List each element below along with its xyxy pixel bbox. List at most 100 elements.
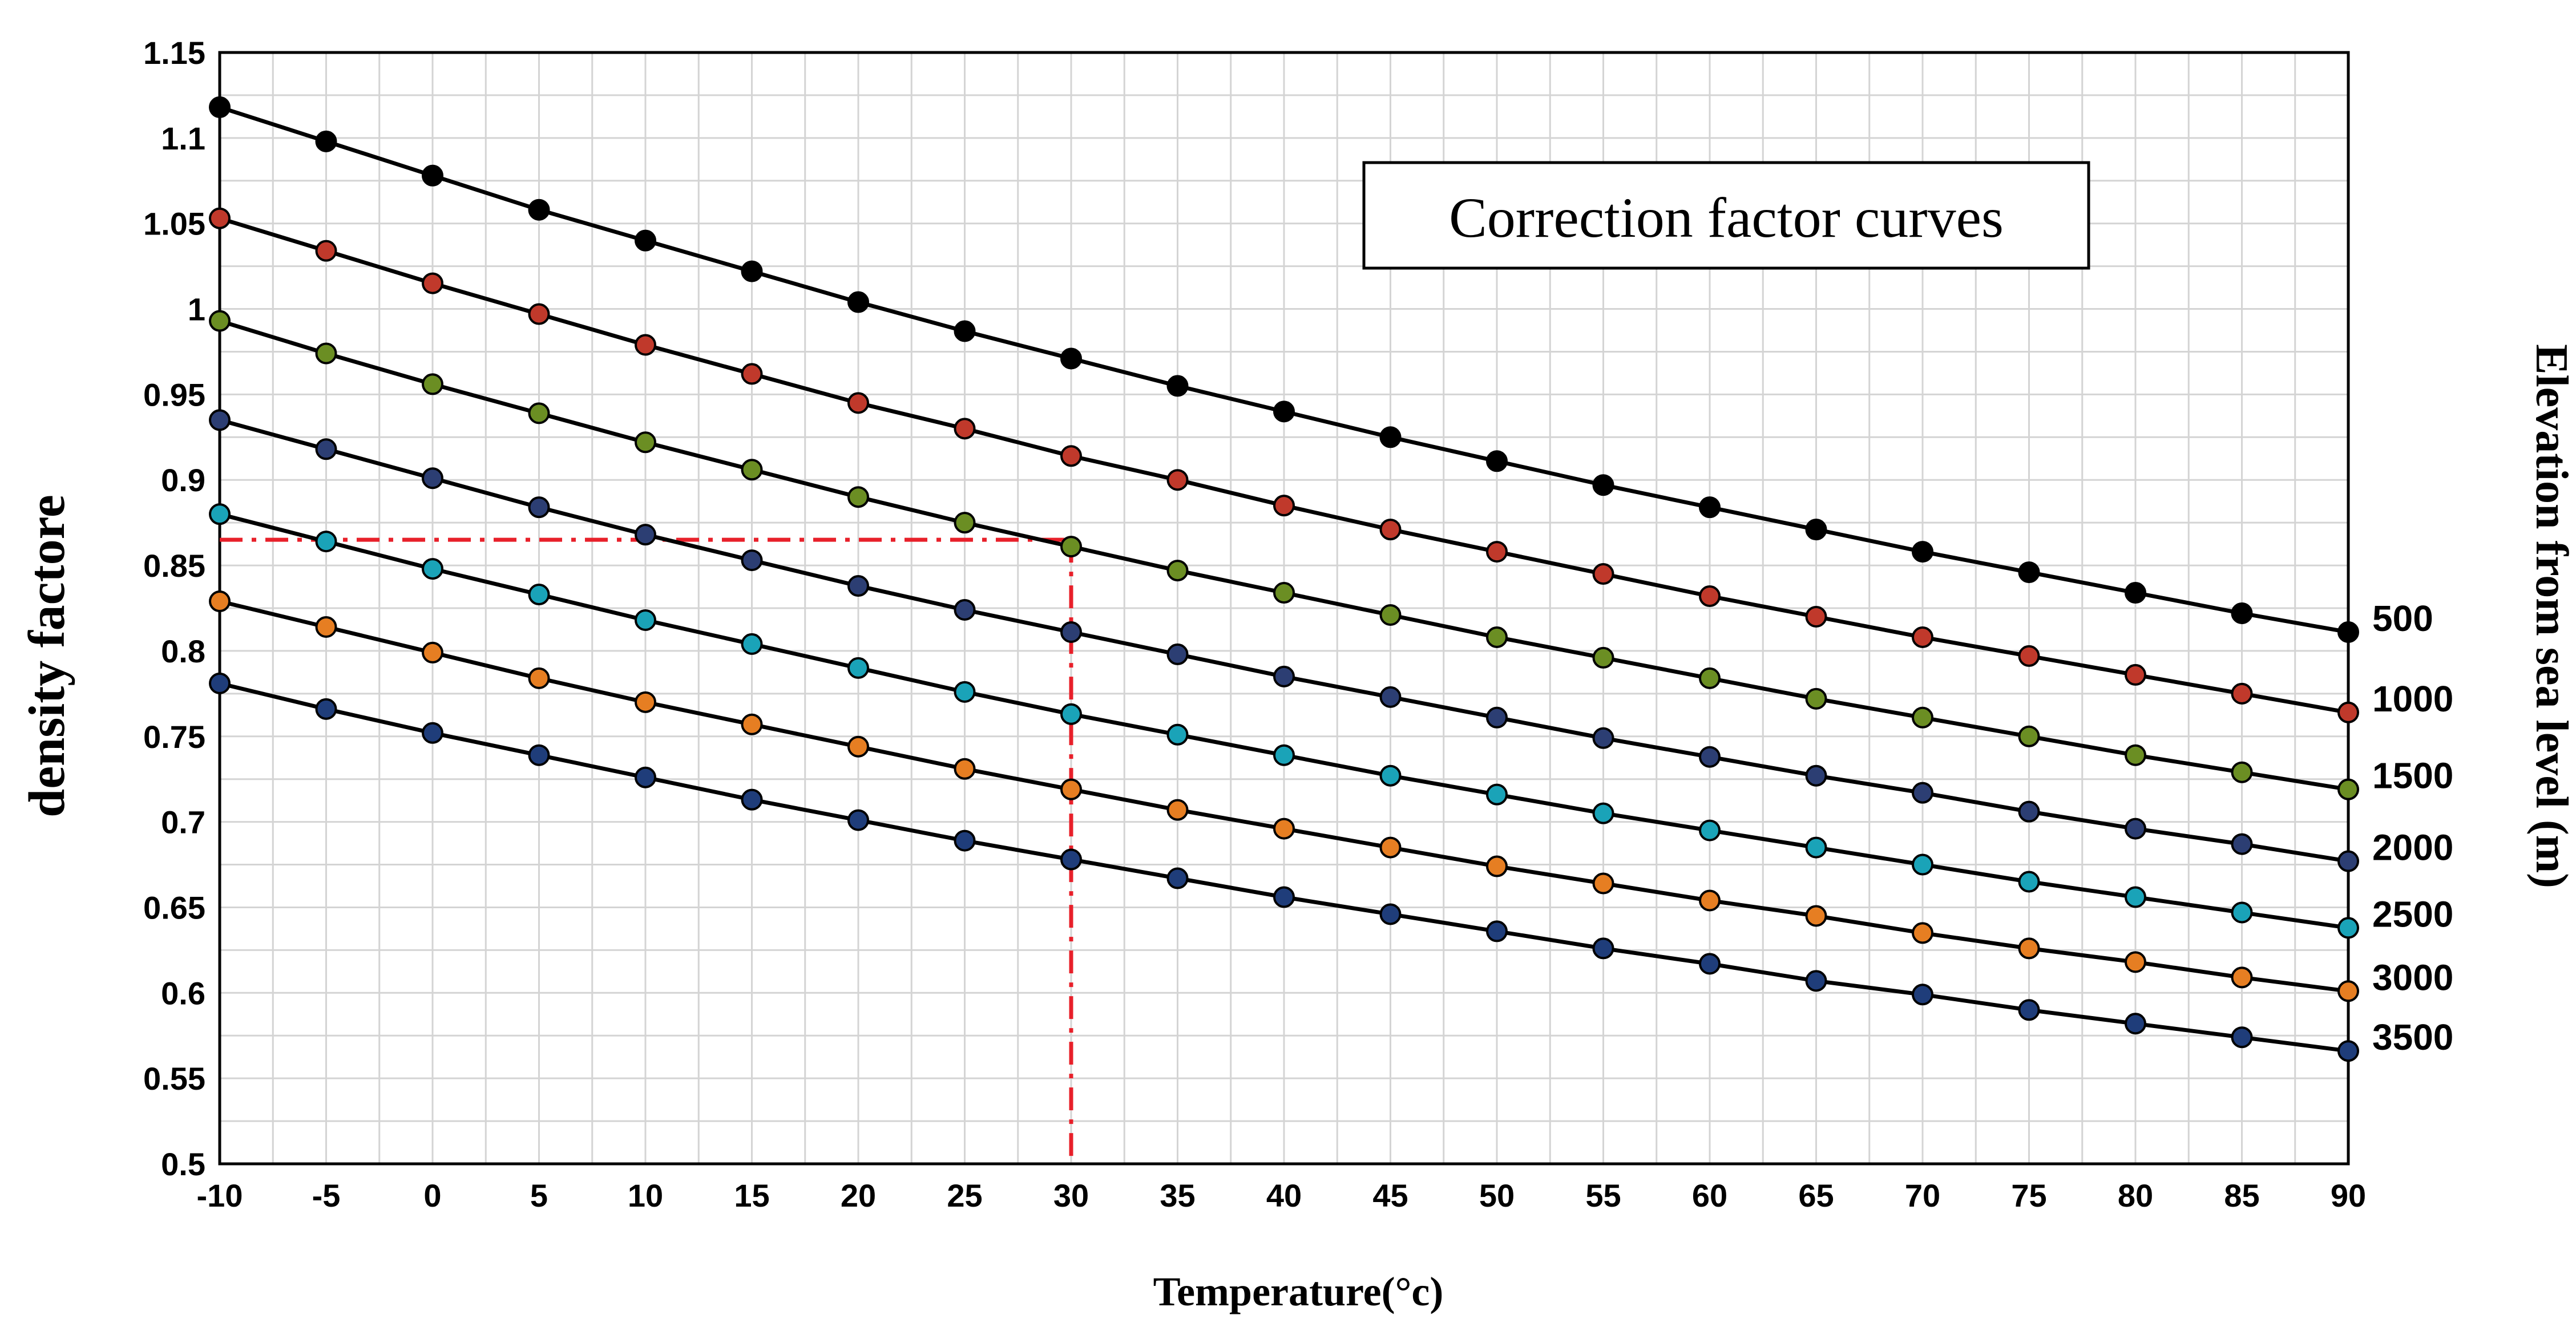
data-point [528,199,550,221]
chart-title: Correction factor curves [1449,186,2004,249]
data-point [2125,886,2146,908]
data-point [1805,764,1827,787]
data-point [209,672,231,694]
data-point [315,130,337,152]
data-point [1592,872,1614,895]
data-point [635,229,656,252]
data-point [315,698,337,720]
x-tick-label: -10 [197,1178,243,1213]
data-point [2125,818,2146,840]
title-box-frame [1362,161,2090,270]
data-point [635,609,656,631]
data-point [954,758,976,780]
y-axis-title: density factore [19,495,75,818]
data-point [741,633,763,655]
data-point [1166,723,1189,746]
data-point [2018,937,2040,960]
data-point [1379,686,1402,708]
data-point [2231,761,2253,783]
data-point [2337,1040,2359,1062]
data-point [635,334,656,356]
data-point [209,590,231,613]
data-point [2231,966,2253,989]
data-point [1699,667,1721,689]
x-tick-label: -5 [312,1178,341,1213]
data-point [2018,725,2040,747]
x-tick-label: 35 [1160,1178,1195,1213]
data-point [1379,426,1402,448]
data-point [1166,867,1189,889]
data-point [1060,848,1082,871]
series-label: 2000 [2372,827,2453,868]
data-point [2231,901,2253,924]
y-tick-label: 1.05 [143,206,205,242]
series-2500 [209,503,2359,939]
data-point [847,575,869,597]
series-3000 [209,590,2359,1002]
data-point [209,409,231,431]
data-point [2337,701,2359,723]
x-tick-label: 40 [1266,1178,1302,1213]
data-point [2337,980,2359,1002]
data-point [1805,605,1827,628]
x-tick-label: 0 [423,1178,441,1213]
data-point [847,657,869,679]
data-point [1486,783,1508,806]
data-point [847,291,869,313]
data-point [1486,626,1508,648]
x-tick-label: 50 [1479,1178,1515,1213]
series-label: 1000 [2372,678,2453,719]
data-point [1060,703,1082,725]
data-point [2337,917,2359,939]
data-point [1805,687,1827,710]
data-point [1166,643,1189,665]
data-point [1060,445,1082,467]
y-tick-label: 1.1 [161,120,205,156]
data-point [954,598,976,621]
x-tick-label: 20 [841,1178,876,1213]
data-point [635,431,656,454]
data-point [422,272,443,294]
data-point [2231,602,2253,624]
data-point [1805,905,1827,927]
data-point [2125,1013,2146,1035]
y-tick-label: 0.55 [143,1061,205,1097]
data-point [2018,561,2040,584]
data-point [1486,855,1508,877]
data-point [1273,886,1295,908]
data-point [1912,922,1933,944]
data-point [635,691,656,713]
data-point [1166,375,1189,397]
x-tick-label: 65 [1798,1178,1834,1213]
data-point [1273,582,1295,604]
data-point [528,584,550,606]
data-point [1912,626,1933,648]
data-point [422,164,443,187]
data-point [1912,706,1933,729]
data-point [954,830,976,852]
data-point [1273,665,1295,687]
data-point [315,616,337,638]
data-point [1166,560,1189,582]
data-point [422,467,443,489]
x-tick-label: 85 [2224,1178,2259,1213]
data-point [741,459,763,481]
title-box: Correction factor curves [1362,161,2090,270]
data-point [1699,953,1721,975]
data-point [1486,450,1508,472]
x-tick-label: 75 [2011,1178,2046,1213]
data-point [847,486,869,508]
data-point [2125,951,2146,973]
data-point [954,320,976,342]
series-label: 3000 [2372,957,2453,998]
x-tick-label: 10 [628,1178,663,1213]
data-point [1912,853,1933,876]
data-point [741,788,763,811]
data-point [1699,585,1721,608]
data-point [1592,937,1614,960]
data-point [528,402,550,424]
data-point [1699,819,1721,841]
data-point [1912,541,1933,563]
data-point [635,524,656,546]
